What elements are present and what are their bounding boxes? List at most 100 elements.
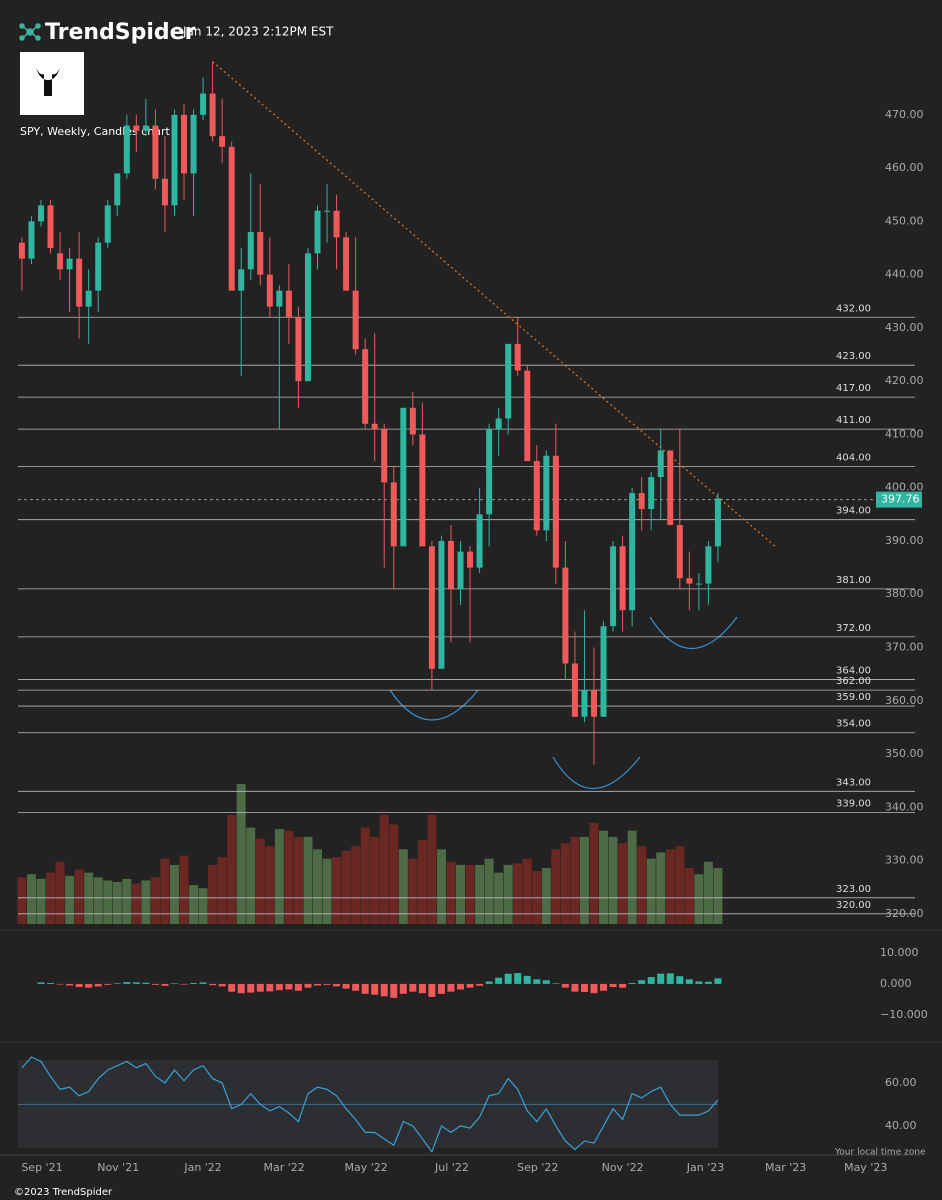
candle-body — [486, 429, 493, 515]
y-tick-label: 350.00 — [885, 747, 924, 760]
volume-bar — [169, 864, 179, 924]
macd-bar — [199, 982, 207, 984]
macd-bar — [657, 973, 665, 984]
macd-bar — [504, 973, 512, 984]
candle-body — [495, 418, 502, 430]
candle-body — [343, 237, 350, 291]
volume-bar — [84, 872, 94, 924]
candle-body — [171, 114, 178, 206]
level-label: 323.00 — [836, 884, 871, 895]
volume-bar — [627, 830, 637, 924]
volume-bar — [46, 872, 56, 924]
volume-bar — [446, 861, 456, 924]
macd-bar — [304, 983, 312, 988]
volume-bar — [112, 882, 122, 924]
candle-body — [476, 514, 483, 568]
x-tick-label: Nov '21 — [97, 1161, 139, 1174]
y-tick-label: 0.000 — [880, 977, 912, 990]
macd-bar — [94, 983, 102, 987]
candle-body — [266, 274, 273, 307]
macd-bar — [256, 983, 264, 992]
volume-bar — [65, 875, 75, 924]
level-label: 381.00 — [836, 575, 871, 586]
volume-bar — [26, 874, 36, 924]
volume-bar — [351, 846, 361, 924]
volume-bar — [703, 861, 713, 924]
y-tick-label: 410.00 — [885, 427, 924, 440]
candle-body — [714, 498, 721, 547]
candle-body — [104, 205, 111, 243]
volume-bar — [408, 858, 418, 924]
macd-bar — [666, 973, 674, 984]
macd-bar — [457, 983, 465, 990]
volume-bar — [389, 824, 399, 924]
macd-bar — [323, 983, 331, 985]
macd-bar — [247, 983, 255, 993]
copyright: ©2023 TrendSpider — [14, 1187, 113, 1198]
macd-bar — [714, 978, 722, 984]
volume-bar — [599, 830, 609, 924]
macd-bar — [485, 981, 493, 984]
candle-body — [57, 253, 64, 270]
macd-bar — [75, 983, 83, 988]
macd-bar — [228, 983, 236, 992]
y-tick-label: −10.000 — [880, 1008, 928, 1021]
volume-bar — [398, 849, 408, 924]
candle-body — [95, 242, 102, 291]
x-tick-label: Jan '23 — [686, 1161, 724, 1174]
candle-body — [28, 221, 35, 259]
macd-bar — [218, 983, 226, 987]
rsi-line — [21, 1056, 719, 1153]
volume-bar — [303, 836, 313, 924]
candle-body — [66, 258, 73, 270]
macd-bar — [380, 983, 388, 997]
candle-body — [705, 546, 712, 584]
y-tick-label: 440.00 — [885, 268, 924, 281]
timezone: Your local time zone — [834, 1148, 926, 1158]
x-tick-label: Nov '22 — [602, 1161, 644, 1174]
level-label: 404.00 — [836, 452, 871, 463]
volume-bar — [246, 827, 256, 924]
candle-body — [610, 546, 617, 627]
level-label: 364.00 — [836, 665, 871, 676]
macd-bar — [619, 983, 627, 988]
candle-body — [638, 493, 645, 510]
level-label: 411.00 — [836, 415, 871, 426]
macd-bar — [571, 983, 579, 992]
macd-bar — [285, 983, 293, 990]
candle-body — [619, 546, 626, 611]
volume-bar — [198, 888, 208, 924]
y-tick-label: 10.000 — [880, 946, 919, 959]
y-tick-label: 430.00 — [885, 321, 924, 334]
candle-body — [352, 290, 359, 350]
y-tick-label: 370.00 — [885, 640, 924, 653]
y-tick-label: 380.00 — [885, 587, 924, 600]
macd-bar — [161, 983, 169, 986]
candle-body — [324, 210, 331, 212]
candle-body — [152, 125, 159, 179]
chart-title: SPY, Weekly, Candles chart — [20, 125, 170, 138]
volume-bar — [284, 830, 294, 924]
y-tick-label: 400.00 — [885, 481, 924, 494]
y-tick-label: 360.00 — [885, 694, 924, 707]
volume-bar — [150, 877, 160, 924]
macd-bar — [333, 983, 341, 987]
macd-bar — [266, 983, 274, 992]
candle-body — [190, 114, 197, 174]
volume-bar — [17, 877, 27, 924]
y-tick-label: 420.00 — [885, 374, 924, 387]
candle-body — [524, 370, 531, 462]
x-tick-label: Mar '22 — [263, 1161, 304, 1174]
candle-body — [133, 125, 140, 131]
candle-body — [362, 349, 369, 424]
volume-bar — [579, 836, 589, 924]
candle-body — [419, 434, 426, 547]
volume-bar — [122, 878, 132, 924]
volume-bar — [55, 861, 65, 924]
candle-body — [228, 146, 235, 291]
macd-bar — [104, 983, 112, 985]
macd-bar — [132, 982, 140, 984]
volume-bar — [74, 869, 84, 924]
volume-bar — [131, 883, 141, 924]
